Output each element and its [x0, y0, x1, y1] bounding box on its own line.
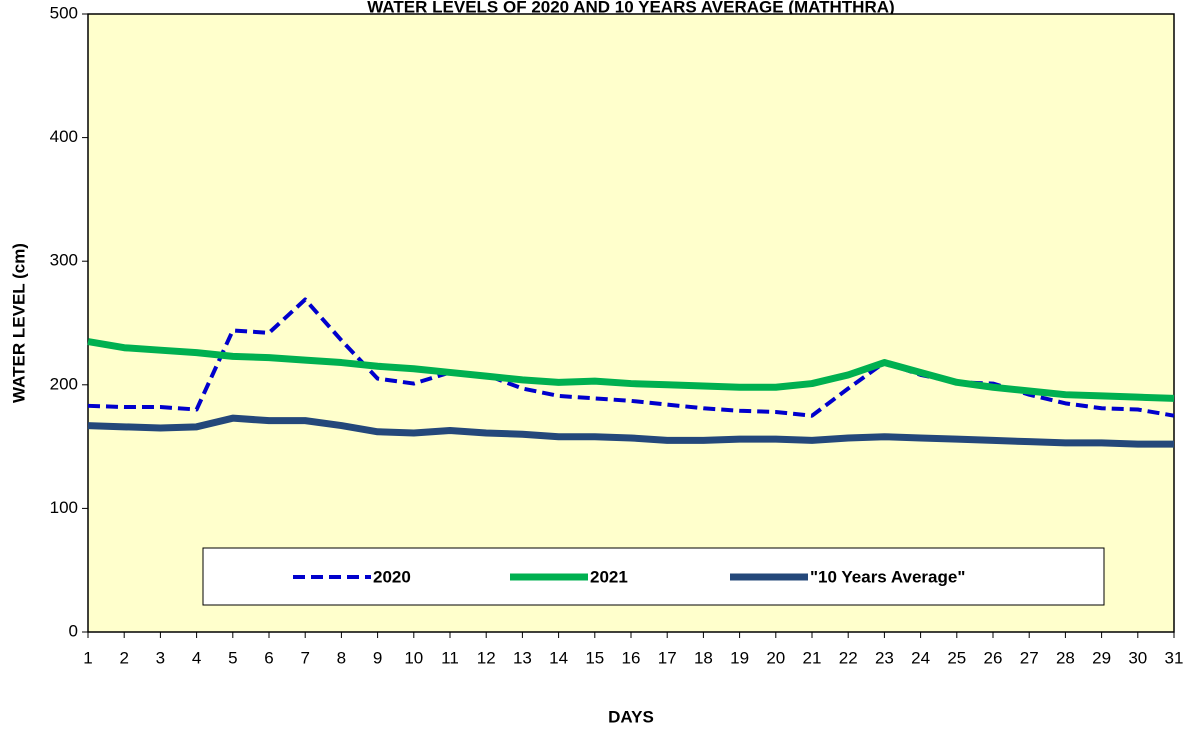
y-axis-label: WATER LEVEL (cm)	[9, 243, 28, 403]
y-tick-label: 400	[50, 127, 78, 146]
data-line	[87, 338, 1175, 402]
y-tick-label: 500	[50, 3, 78, 22]
x-tick-label: 29	[1092, 648, 1111, 667]
x-tick-label: 19	[730, 648, 749, 667]
x-tick-label: 15	[585, 648, 604, 667]
x-tick-label: 7	[300, 648, 309, 667]
x-tick-label: 10	[404, 648, 423, 667]
legend-label: 2020	[373, 567, 411, 586]
x-tick-label: 3	[156, 648, 165, 667]
x-tick-label: 18	[694, 648, 713, 667]
data-line	[87, 414, 1174, 448]
x-tick-label: 20	[766, 648, 785, 667]
x-tick-label: 16	[622, 648, 641, 667]
x-tick-label: 27	[1020, 648, 1039, 667]
x-tick-label: 1	[83, 648, 92, 667]
legend-label: 2021	[590, 567, 628, 586]
x-axis-label: DAYS	[608, 707, 654, 726]
y-tick-label: 300	[50, 251, 78, 270]
x-tick-label: 11	[441, 648, 459, 667]
x-tick-label: 23	[875, 648, 894, 667]
x-tick-label: 30	[1128, 648, 1147, 667]
x-tick-label: 8	[337, 648, 346, 667]
data-line	[87, 297, 1175, 418]
x-tick-label: 24	[911, 648, 930, 667]
x-tick-label: 9	[373, 648, 382, 667]
x-tick-label: 26	[984, 648, 1003, 667]
x-tick-label: 12	[477, 648, 496, 667]
x-tick-label: 4	[192, 648, 201, 667]
x-tick-label: 28	[1056, 648, 1075, 667]
x-tick-label: 5	[228, 648, 237, 667]
y-tick-label: 200	[50, 374, 78, 393]
y-tick-label: 0	[69, 621, 78, 640]
legend-label: "10 Years Average"	[810, 567, 965, 586]
y-tick-label: 100	[50, 498, 78, 517]
plot-area	[87, 13, 1175, 633]
x-tick-label: 14	[549, 648, 568, 667]
x-tick-label: 31	[1165, 648, 1184, 667]
x-tick-label: 22	[839, 648, 858, 667]
x-tick-label: 17	[658, 648, 677, 667]
x-tick-label: 13	[513, 648, 532, 667]
x-tick-label: 6	[264, 648, 273, 667]
x-tick-label: 25	[947, 648, 966, 667]
x-tick-label: 21	[803, 648, 822, 667]
chart-title: WATER LEVELS OF 2020 AND 10 YEARS AVERAG…	[367, 0, 894, 16]
x-tick-label: 2	[119, 648, 128, 667]
legend	[202, 547, 1105, 606]
